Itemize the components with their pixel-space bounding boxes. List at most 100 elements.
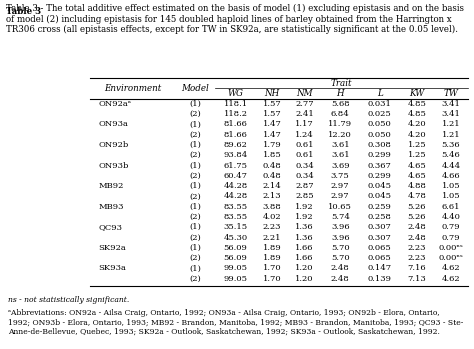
Text: (2): (2) <box>190 275 201 283</box>
Text: 1.05: 1.05 <box>442 182 460 190</box>
Text: 118.2: 118.2 <box>224 110 247 118</box>
Text: 1.66: 1.66 <box>295 254 314 262</box>
Text: 4.40: 4.40 <box>441 213 460 221</box>
Text: NH: NH <box>264 89 280 98</box>
Text: 5.26: 5.26 <box>408 203 426 211</box>
Text: 5.26: 5.26 <box>408 213 426 221</box>
Text: (1): (1) <box>190 265 201 273</box>
Text: (2): (2) <box>190 131 201 139</box>
Text: 4.65: 4.65 <box>408 162 426 170</box>
Text: 99.05: 99.05 <box>224 265 247 273</box>
Text: 4.78: 4.78 <box>408 192 426 200</box>
Text: 2.48: 2.48 <box>408 223 426 231</box>
Text: 44.28: 44.28 <box>224 182 248 190</box>
Text: 3.88: 3.88 <box>263 203 282 211</box>
Text: 2.87: 2.87 <box>295 182 314 190</box>
Text: 1.70: 1.70 <box>263 265 282 273</box>
Text: 2.23: 2.23 <box>408 254 426 262</box>
Text: 7.16: 7.16 <box>408 265 426 273</box>
Text: (2): (2) <box>190 192 201 200</box>
Text: 2.85: 2.85 <box>295 192 314 200</box>
Text: (2): (2) <box>190 233 201 242</box>
Text: ON92aᵃ: ON92aᵃ <box>99 100 131 108</box>
Text: 1.66: 1.66 <box>295 244 314 252</box>
Text: 1.05: 1.05 <box>442 192 460 200</box>
Text: 0.147: 0.147 <box>368 265 392 273</box>
Text: 2.48: 2.48 <box>331 265 349 273</box>
Text: 4.20: 4.20 <box>408 120 426 128</box>
Text: 0.050: 0.050 <box>368 131 392 139</box>
Text: (1): (1) <box>190 182 201 190</box>
Text: 1.20: 1.20 <box>295 265 314 273</box>
Text: 1.47: 1.47 <box>263 120 282 128</box>
Text: 1.21: 1.21 <box>442 120 460 128</box>
Text: 10.65: 10.65 <box>328 203 352 211</box>
Text: MB92: MB92 <box>99 182 124 190</box>
Text: Model: Model <box>182 84 209 93</box>
Text: 2.23: 2.23 <box>408 244 426 252</box>
Text: 4.02: 4.02 <box>263 213 282 221</box>
Text: 0.065: 0.065 <box>368 254 392 262</box>
Text: 1.57: 1.57 <box>263 110 282 118</box>
Text: 2.13: 2.13 <box>263 192 282 200</box>
Text: 3.69: 3.69 <box>331 162 349 170</box>
Text: 0.031: 0.031 <box>368 100 392 108</box>
Text: (1): (1) <box>190 223 201 231</box>
Text: 4.85: 4.85 <box>408 110 426 118</box>
Text: 0.79: 0.79 <box>442 223 460 231</box>
Text: 1.70: 1.70 <box>263 275 282 283</box>
Text: 0.259: 0.259 <box>368 203 392 211</box>
Text: 5.70: 5.70 <box>331 254 349 262</box>
Text: 0.48: 0.48 <box>263 172 282 180</box>
Text: 35.15: 35.15 <box>224 223 248 231</box>
Text: (1): (1) <box>190 120 201 128</box>
Text: 118.1: 118.1 <box>224 100 248 108</box>
Text: 2.77: 2.77 <box>295 100 314 108</box>
Text: (2): (2) <box>190 254 201 262</box>
Text: QC93: QC93 <box>99 223 122 231</box>
Text: 60.47: 60.47 <box>224 172 247 180</box>
Text: KW: KW <box>409 89 425 98</box>
Text: 99.05: 99.05 <box>224 275 247 283</box>
Text: ns - not statistically significant.: ns - not statistically significant. <box>8 296 129 304</box>
Text: 4.85: 4.85 <box>408 100 426 108</box>
Text: 0.299: 0.299 <box>368 172 392 180</box>
Text: 0.367: 0.367 <box>368 162 392 170</box>
Text: 1.25: 1.25 <box>408 141 426 149</box>
Text: 4.44: 4.44 <box>441 162 461 170</box>
Text: 6.61: 6.61 <box>442 203 460 211</box>
Text: H: H <box>337 89 344 98</box>
Text: 2.97: 2.97 <box>331 182 349 190</box>
Text: (1): (1) <box>190 162 201 170</box>
Text: 1.36: 1.36 <box>295 233 314 242</box>
Text: 3.96: 3.96 <box>331 233 349 242</box>
Text: 0.61: 0.61 <box>295 141 314 149</box>
Text: 81.66: 81.66 <box>224 120 247 128</box>
Text: (2): (2) <box>190 213 201 221</box>
Text: ᵃAbbreviations: ON92a - Ailsa Craig, Ontario, 1992; ON93a - Ailsa Craig, Ontario: ᵃAbbreviations: ON92a - Ailsa Craig, Ont… <box>8 309 464 335</box>
Text: ON93a: ON93a <box>99 120 128 128</box>
Text: 3.61: 3.61 <box>331 141 349 149</box>
Text: 0.61: 0.61 <box>295 151 314 159</box>
Text: 3.75: 3.75 <box>331 172 349 180</box>
Text: Trait: Trait <box>331 79 353 88</box>
Text: 93.84: 93.84 <box>224 151 248 159</box>
Text: 56.09: 56.09 <box>224 254 247 262</box>
Text: 5.68: 5.68 <box>331 100 349 108</box>
Text: (2): (2) <box>190 110 201 118</box>
Text: 1.17: 1.17 <box>295 120 314 128</box>
Text: 3.41: 3.41 <box>441 100 460 108</box>
Text: 0.025: 0.025 <box>368 110 392 118</box>
Text: 2.41: 2.41 <box>295 110 314 118</box>
Text: 0.065: 0.065 <box>368 244 392 252</box>
Text: 1.36: 1.36 <box>295 223 314 231</box>
Text: 1.21: 1.21 <box>442 131 460 139</box>
Text: (2): (2) <box>190 151 201 159</box>
Text: L: L <box>377 89 383 98</box>
Text: 1.20: 1.20 <box>295 275 314 283</box>
Text: 1.57: 1.57 <box>263 100 282 108</box>
Text: 0.258: 0.258 <box>368 213 392 221</box>
Text: 12.20: 12.20 <box>328 131 352 139</box>
Text: 1.92: 1.92 <box>295 213 314 221</box>
Text: 0.308: 0.308 <box>368 141 392 149</box>
